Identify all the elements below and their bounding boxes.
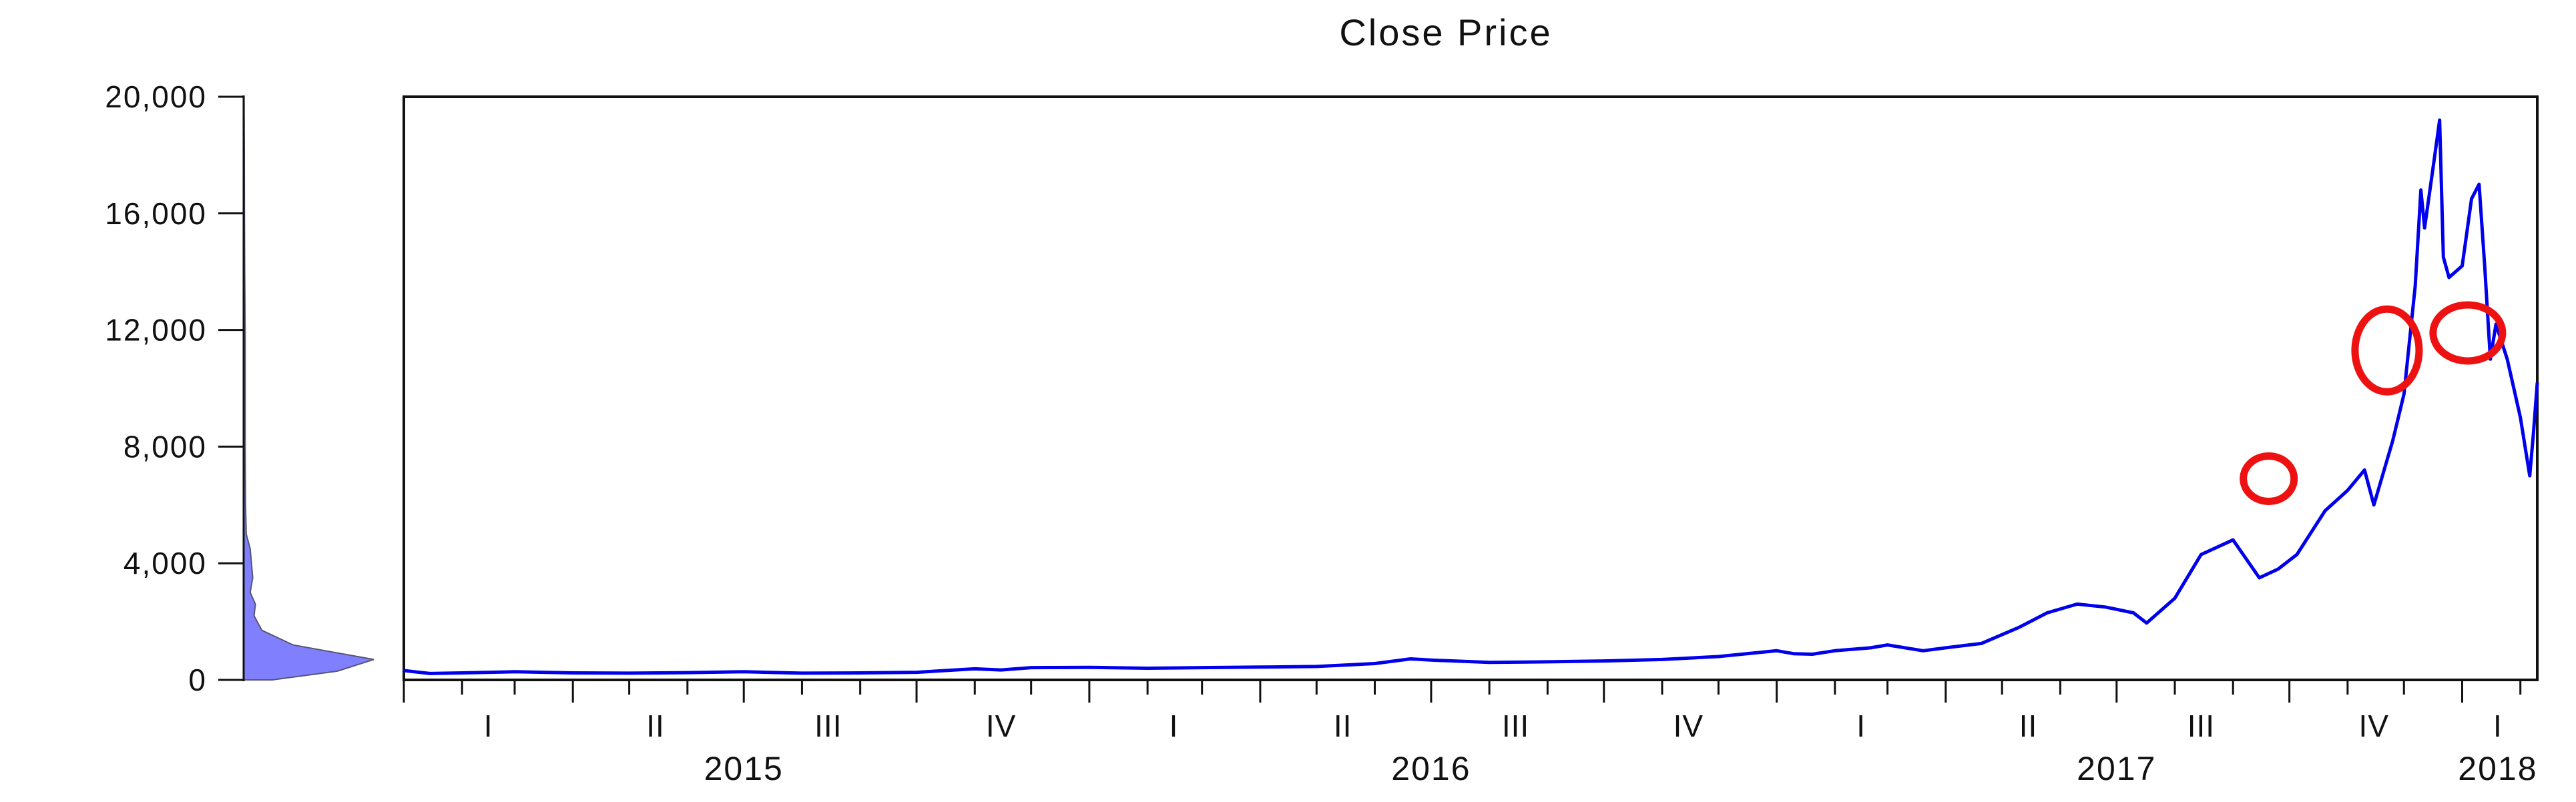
series-layer [403,118,2539,675]
x-year-label: 2016 [1391,750,1471,787]
chart-title: Close Price [1339,11,1552,53]
x-quarter-label: III [2187,709,2215,743]
x-year-label: 2017 [2077,750,2156,787]
y-tick-label: 8,000 [123,429,207,464]
x-quarter-label: I [1170,709,1179,743]
x-quarter-label: I [2493,709,2503,743]
y-tick-label: 20,000 [105,79,207,114]
x-quarter-label: IV [1673,709,1704,743]
density-area [243,96,374,681]
annotation-circle [2351,305,2423,396]
x-quarter-label: II [2019,709,2038,743]
x-quarter-label: II [646,709,665,743]
plot-frame [403,95,2539,681]
x-year-label: 2018 [2458,750,2537,787]
annotation-circle [2429,301,2507,365]
x-quarter-label: I [484,709,493,743]
annotation-circle [2240,452,2298,505]
x-quarter-label: III [1502,709,1529,743]
distribution-panel [243,96,374,681]
y-tick-label: 12,000 [105,313,207,348]
x-quarter-label: IV [986,709,1016,743]
annotation-layer [2240,301,2507,505]
y-tick-label: 0 [188,663,207,697]
x-quarter-label: III [814,709,842,743]
y-tick-label: 16,000 [105,196,207,231]
close-price-line [403,118,2539,675]
x-quarter-label: I [1856,709,1866,743]
x-year-label: 2015 [704,750,784,787]
x-quarter-label: IV [2359,709,2389,743]
y-axis: 0 4,000 8,000 12,000 16,000 20,000 [105,79,245,697]
x-quarter-label: II [1334,709,1352,743]
y-tick-label: 4,000 [123,546,207,580]
